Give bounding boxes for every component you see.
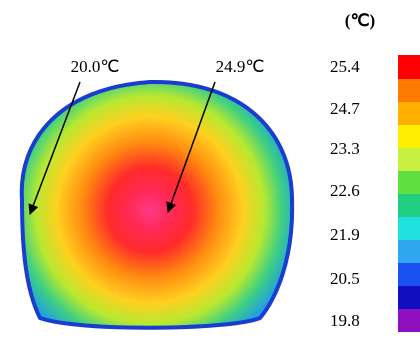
- annotation: 20.0℃: [71, 57, 120, 76]
- annotation: 24.9℃: [216, 57, 265, 76]
- scale-label: 19.8: [330, 311, 360, 330]
- color-swatch: [398, 148, 420, 171]
- color-swatch: [398, 55, 420, 79]
- scale-label: 23.3: [330, 139, 360, 158]
- scale-unit: (℃): [345, 11, 375, 30]
- color-swatch: [398, 217, 420, 240]
- scale-label: 21.9: [330, 225, 360, 244]
- color-swatch: [398, 309, 420, 332]
- color-swatch: [398, 240, 420, 263]
- scale-label: 20.5: [330, 269, 360, 288]
- color-bar: [398, 55, 420, 332]
- color-swatch: [398, 194, 420, 217]
- color-swatch: [398, 125, 420, 148]
- color-swatch: [398, 102, 420, 125]
- thermal-blob: [22, 82, 292, 328]
- color-swatch: [398, 286, 420, 309]
- scale-label: 22.6: [330, 181, 360, 200]
- color-swatch: [398, 79, 420, 102]
- thermal-screenshot: 20.0℃ 24.9℃ (℃) 25.4 24.7 23.3 22.6 21.9 20.5…: [0, 0, 420, 350]
- scale-label: 25.4: [330, 57, 360, 76]
- color-swatch: [398, 171, 420, 194]
- scale-label: 24.7: [330, 99, 360, 118]
- color-swatch: [398, 263, 420, 286]
- scale-labels: 25.4 24.7 23.3 22.6 21.9 20.5 19.8: [330, 57, 360, 330]
